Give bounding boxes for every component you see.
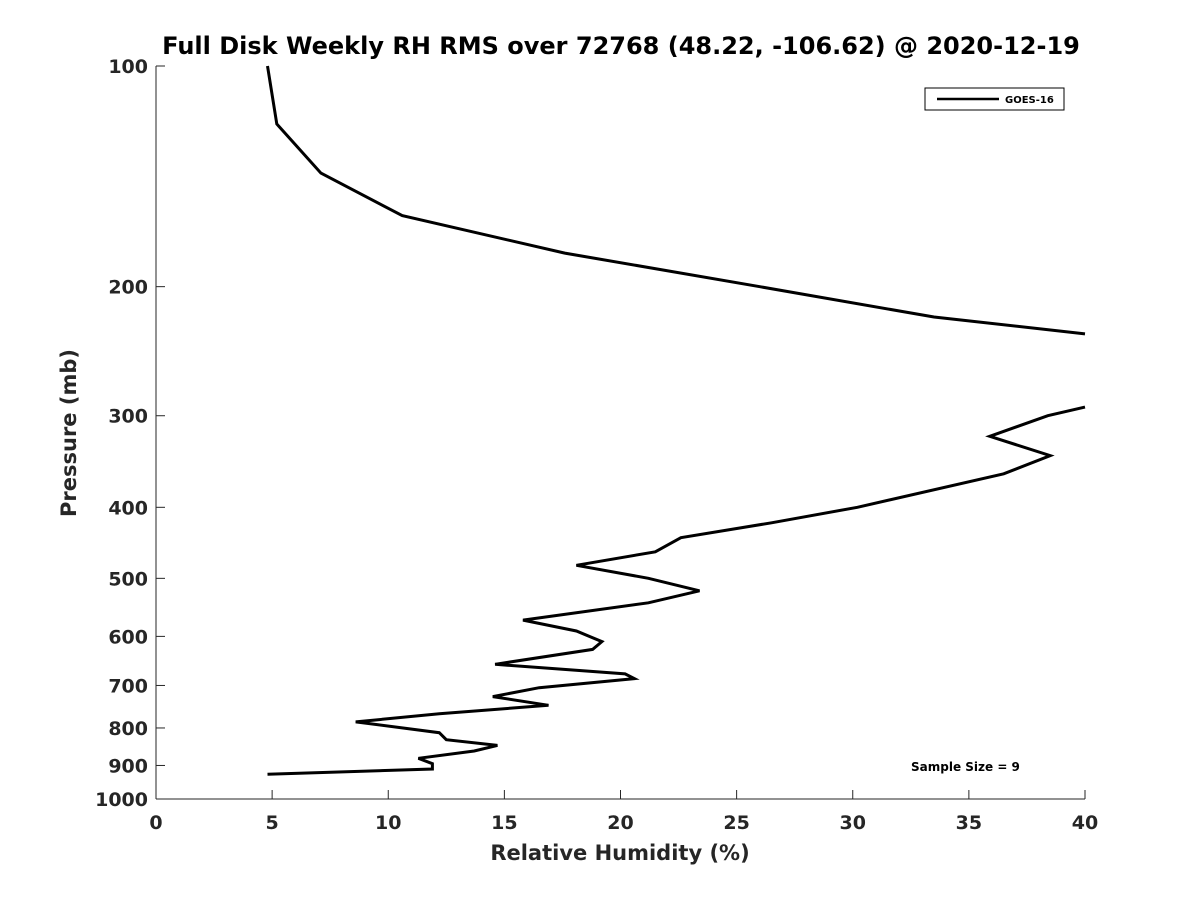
- x-tick-label: 30: [840, 812, 866, 834]
- series-line-goes-16-segment-2: [267, 405, 1086, 776]
- x-tick-label: 15: [491, 812, 517, 834]
- x-tick-label: 20: [607, 812, 633, 834]
- x-axis-label: Relative Humidity (%): [490, 841, 749, 865]
- y-tick-label: 600: [108, 626, 148, 648]
- x-tick-label: 10: [375, 812, 401, 834]
- x-tick-label: 35: [956, 812, 982, 834]
- y-tick-label: 100: [108, 56, 148, 78]
- x-axis: 0 5 10 15 20 25 30 35 40: [149, 790, 1098, 834]
- y-tick-label: 900: [108, 755, 148, 777]
- chart-title: Full Disk Weekly RH RMS over 72768 (48.2…: [162, 32, 1080, 60]
- x-tick-label: 0: [149, 812, 162, 834]
- y-tick-label: 500: [108, 568, 148, 590]
- plot-area: [266, 65, 1086, 776]
- series-line-goes-16-segment-1: [266, 65, 1086, 336]
- y-tick-label: 300: [108, 406, 148, 428]
- y-tick-label: 1000: [95, 789, 148, 811]
- x-tick-label: 40: [1072, 812, 1098, 834]
- legend: GOES-16: [924, 87, 1065, 111]
- y-tick-label: 400: [108, 497, 148, 519]
- y-tick-label: 800: [108, 718, 148, 740]
- x-tick-label: 5: [266, 812, 279, 834]
- x-tick-label: 25: [723, 812, 749, 834]
- y-axis-label: Pressure (mb): [57, 349, 81, 517]
- sample-size-annotation: Sample Size = 9: [911, 760, 1020, 774]
- y-axis: 100 200 300 400 500 600 700 800 900 1000: [95, 56, 165, 811]
- legend-entry-goes-16: GOES-16: [1005, 95, 1054, 106]
- y-tick-label: 700: [108, 675, 148, 697]
- y-tick-label: 200: [108, 277, 148, 299]
